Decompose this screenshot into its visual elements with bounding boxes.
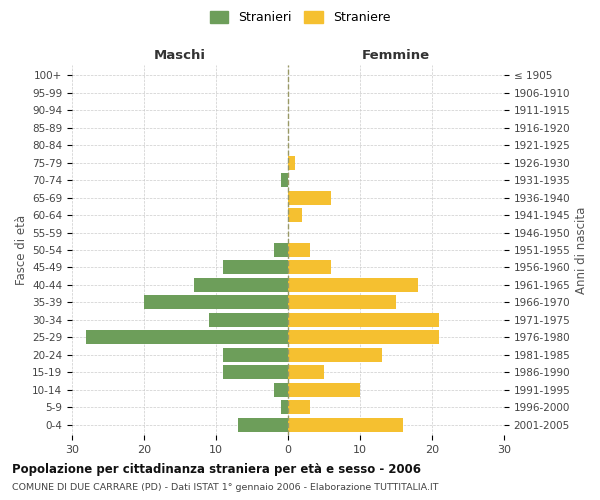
Bar bbox=[223, 260, 288, 274]
Bar bbox=[288, 382, 360, 396]
Bar bbox=[194, 278, 288, 292]
Bar bbox=[288, 260, 331, 274]
Bar bbox=[288, 190, 331, 204]
Bar bbox=[223, 365, 288, 379]
Bar bbox=[288, 313, 439, 327]
Bar bbox=[288, 243, 310, 257]
Text: Maschi: Maschi bbox=[154, 48, 206, 62]
Bar bbox=[281, 173, 288, 187]
Bar bbox=[288, 296, 396, 310]
Text: COMUNE DI DUE CARRARE (PD) - Dati ISTAT 1° gennaio 2006 - Elaborazione TUTTITALI: COMUNE DI DUE CARRARE (PD) - Dati ISTAT … bbox=[12, 482, 439, 492]
Bar bbox=[281, 400, 288, 414]
Bar bbox=[288, 156, 295, 170]
Bar bbox=[288, 348, 382, 362]
Bar bbox=[274, 243, 288, 257]
Bar bbox=[288, 365, 324, 379]
Bar bbox=[288, 400, 310, 414]
Text: Femmine: Femmine bbox=[362, 48, 430, 62]
Y-axis label: Fasce di età: Fasce di età bbox=[15, 215, 28, 285]
Bar bbox=[86, 330, 288, 344]
Bar bbox=[144, 296, 288, 310]
Bar bbox=[238, 418, 288, 432]
Bar bbox=[274, 382, 288, 396]
Bar bbox=[288, 278, 418, 292]
Bar bbox=[288, 208, 302, 222]
Legend: Stranieri, Straniere: Stranieri, Straniere bbox=[207, 8, 393, 26]
Bar bbox=[223, 348, 288, 362]
Y-axis label: Anni di nascita: Anni di nascita bbox=[575, 206, 587, 294]
Bar bbox=[288, 330, 439, 344]
Bar bbox=[288, 418, 403, 432]
Bar bbox=[209, 313, 288, 327]
Text: Popolazione per cittadinanza straniera per età e sesso - 2006: Popolazione per cittadinanza straniera p… bbox=[12, 462, 421, 475]
